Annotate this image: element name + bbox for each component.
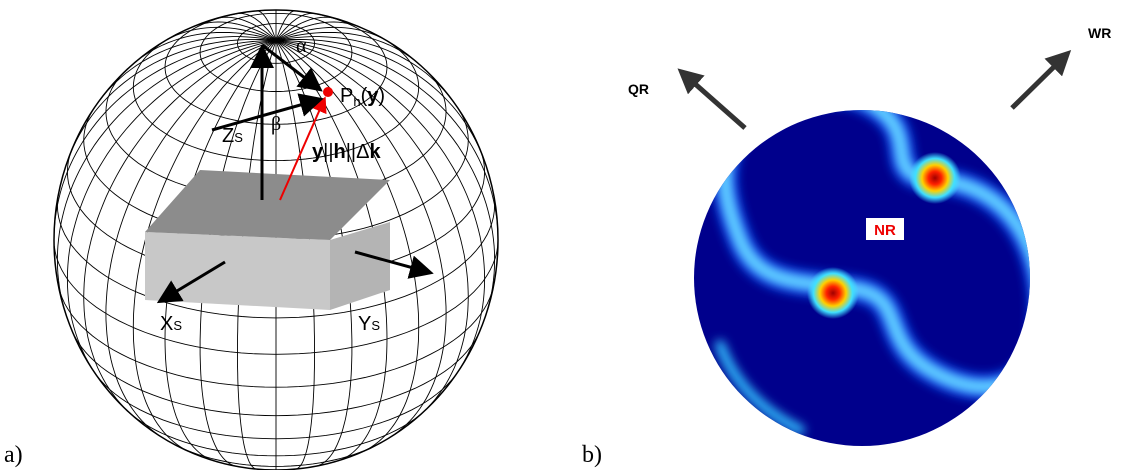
x-label: XS [160, 313, 182, 335]
vector-sep: ||Δ [346, 141, 370, 163]
y-label: YS [358, 313, 380, 335]
panel-label: b) [582, 442, 602, 468]
panel-label: a) [4, 442, 23, 468]
alpha-label: α [296, 35, 307, 57]
qr-label: QR [628, 81, 649, 97]
p-sub: h [353, 94, 360, 109]
z-main: Z [222, 125, 234, 147]
p-main: P [340, 85, 353, 107]
z-label: ZS [222, 125, 243, 147]
p-close: ) [378, 85, 385, 107]
y-sub: S [371, 318, 380, 333]
pole-figure [694, 94, 1042, 446]
pole-point [323, 87, 333, 97]
beta-label: β [271, 113, 281, 135]
figure: α β Ph(y) ZS XS YS y||h||Δk a) QR WR NR … [0, 0, 1126, 470]
vector-sep: || [323, 141, 333, 163]
nr-label: NR [874, 222, 896, 239]
qr-arrow [685, 75, 745, 128]
vector-k: k [369, 141, 381, 163]
wr-label: WR [1088, 25, 1111, 41]
vector-h: h [334, 141, 346, 163]
y-main: Y [358, 313, 371, 335]
p-label: Ph(y) [340, 85, 385, 109]
vector-label: y||h||Δk [312, 141, 381, 163]
z-sub: S [234, 130, 243, 145]
wr-arrow [1012, 57, 1064, 108]
x-main: X [160, 313, 173, 335]
x-sub: S [173, 318, 182, 333]
